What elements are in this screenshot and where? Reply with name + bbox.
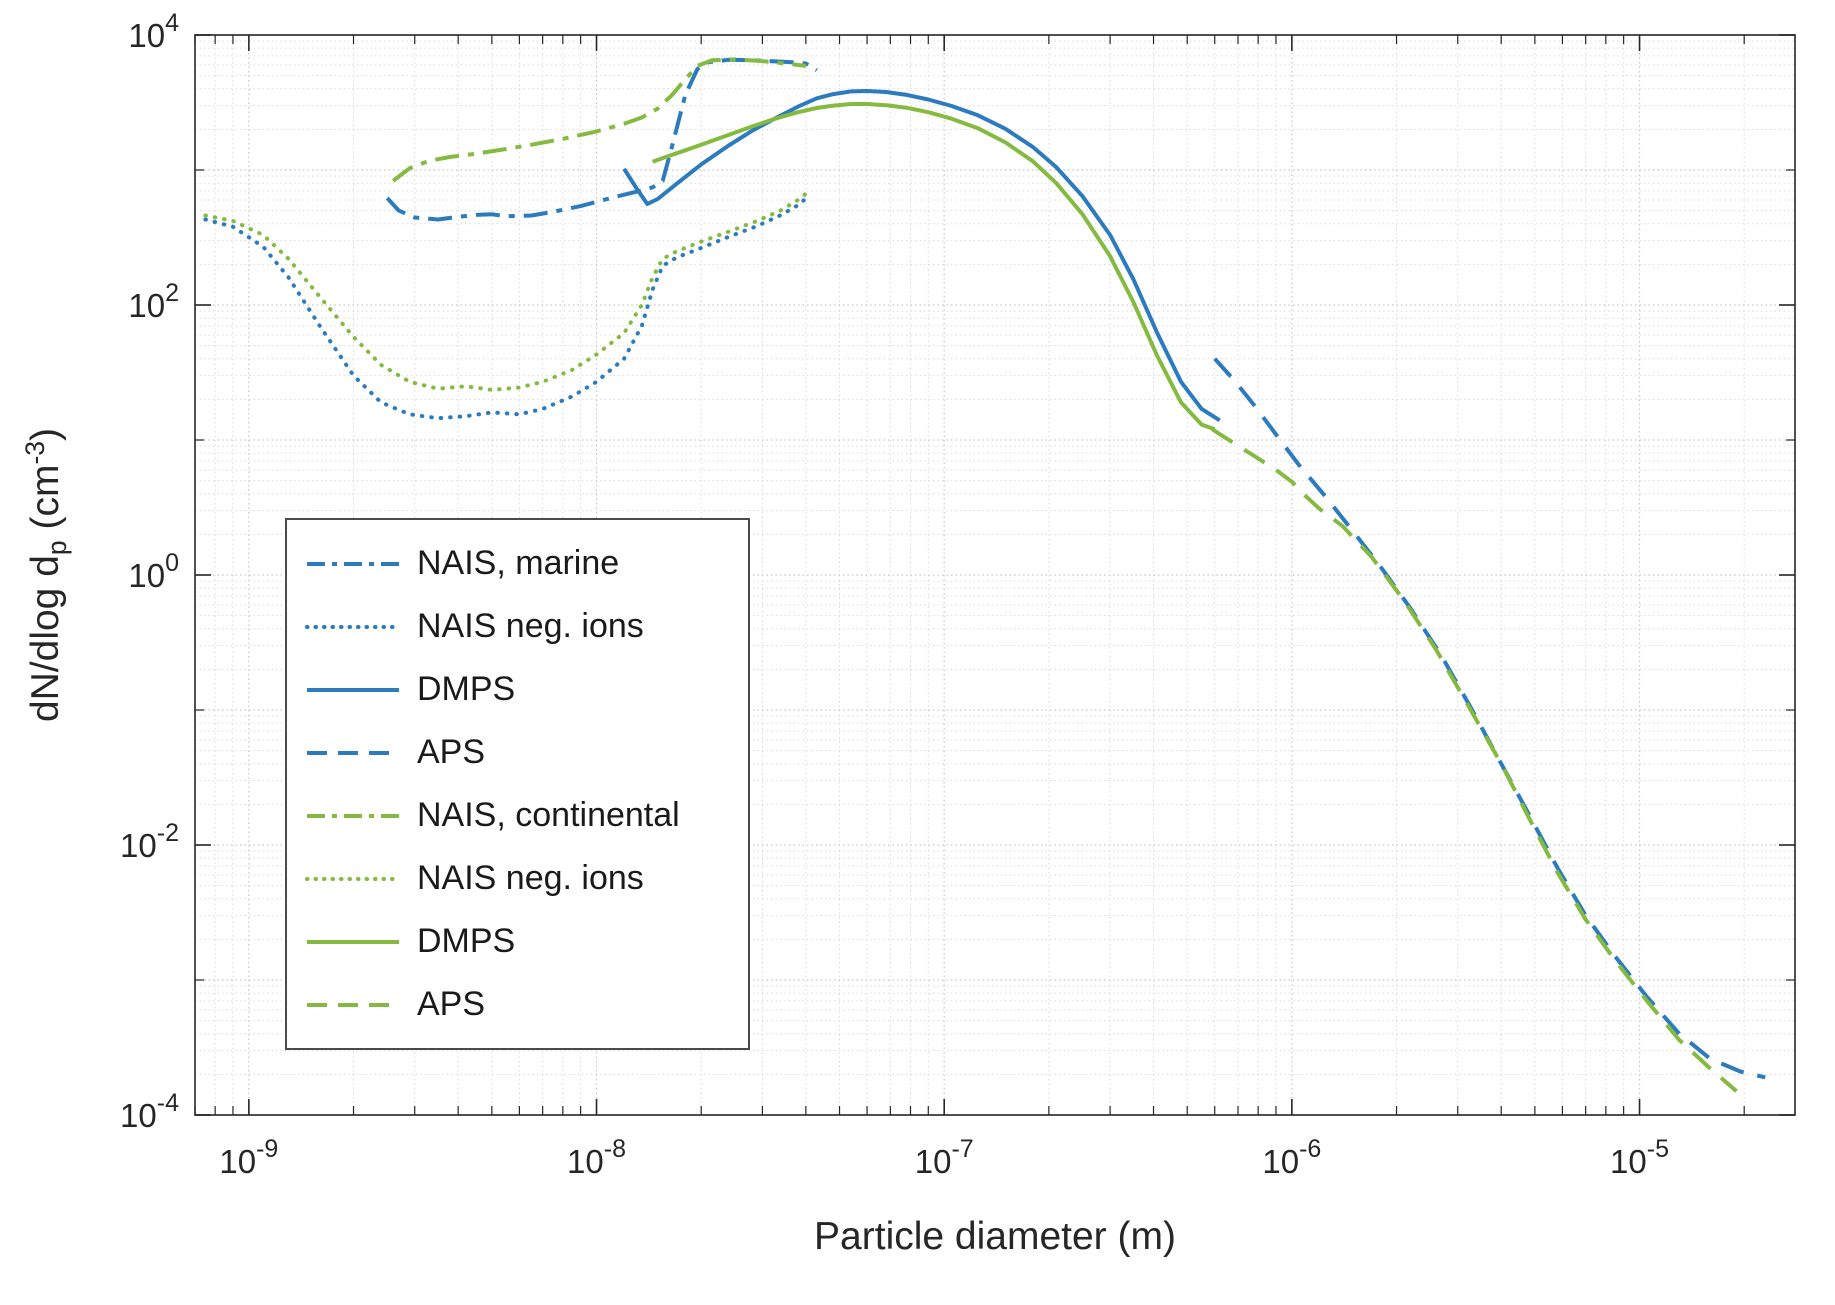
legend-line-sample	[307, 939, 399, 944]
series-nais-marine-blue	[385, 57, 818, 222]
tick-labels: 10-9 10-8 10-7 10-6 10-5 104 102 100 10-2 10-4	[120, 9, 1669, 1180]
y-title-end: )	[24, 427, 67, 441]
x-axis-title: Particle diameter (m)	[814, 1215, 1176, 1258]
series-dmps-blue	[622, 89, 1221, 422]
x-tick-label: 10-6	[1262, 1135, 1321, 1180]
series-dmps-green	[651, 102, 1216, 432]
y-tick-label: 10-4	[120, 1089, 179, 1134]
legend-item-aps-blue: APS	[287, 721, 748, 784]
axis-ticks	[194, 34, 1795, 1116]
legend-label: APS	[417, 985, 486, 1023]
y-title-sup: -3	[20, 440, 51, 465]
legend-line-sample	[307, 813, 399, 818]
y-tick-label: 102	[128, 279, 179, 324]
legend-line-sample	[307, 1002, 399, 1007]
y-title-main: dN/dlog d	[24, 555, 67, 723]
legend-item-nais-neg-ions-green: NAIS neg. ions	[287, 847, 748, 910]
y-title-sub: p	[42, 540, 73, 556]
legend-line-sample	[307, 750, 399, 755]
series-nais-neg-ions-green	[203, 188, 812, 392]
x-tick-label: 10-5	[1610, 1135, 1669, 1180]
y-tick-label: 10-2	[120, 819, 179, 864]
legend-item-dmps-green: DMPS	[287, 910, 748, 973]
y-title-mid: (cm	[24, 464, 67, 541]
legend: NAIS, marine NAIS neg. ions DMPS APS NAIS, c…	[285, 518, 750, 1050]
legend-item-nais-neg-ions-blue: NAIS neg. ions	[287, 595, 748, 658]
x-tick-label: 10-7	[915, 1135, 974, 1180]
legend-label: APS	[417, 733, 486, 771]
legend-item-nais-marine-blue: NAIS, marine	[287, 532, 748, 595]
legend-item-dmps-blue: DMPS	[287, 658, 748, 721]
legend-label: DMPS	[417, 670, 516, 708]
x-tick-label: 10-8	[567, 1135, 626, 1180]
legend-line-sample	[307, 687, 399, 692]
legend-item-aps-green: APS	[287, 973, 748, 1036]
legend-label: NAIS neg. ions	[417, 607, 644, 645]
legend-line-sample	[305, 876, 401, 881]
series-aps-blue	[1213, 357, 1766, 1080]
legend-item-nais-continental-green: NAIS, continental	[287, 784, 748, 847]
y-tick-label: 104	[128, 9, 179, 54]
x-tick-label: 10-9	[219, 1135, 278, 1180]
legend-line-sample	[305, 624, 401, 629]
series-nais-neg-ions-blue	[203, 193, 812, 421]
y-axis-title: dN/dlog dp (cm-3)	[20, 427, 72, 723]
series-aps-green	[1211, 427, 1738, 1093]
legend-label: NAIS neg. ions	[417, 859, 644, 897]
legend-line-sample	[307, 561, 399, 566]
legend-label: DMPS	[417, 922, 516, 960]
legend-label: NAIS, continental	[417, 796, 680, 834]
y-tick-label: 100	[128, 549, 179, 594]
legend-label: NAIS, marine	[417, 544, 620, 582]
series-nais-continental-green	[391, 57, 807, 183]
